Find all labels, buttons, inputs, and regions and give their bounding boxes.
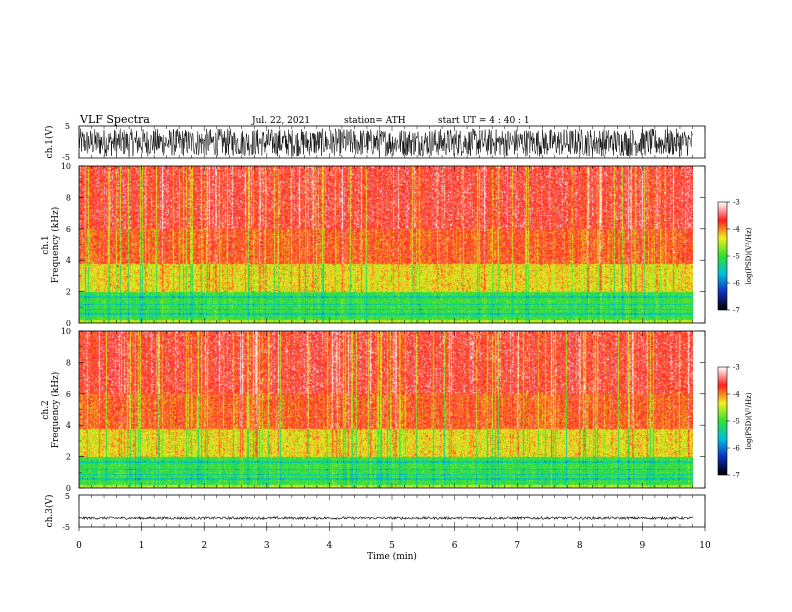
time-axis-tick-label: 3	[264, 541, 270, 551]
ch2-spec-ytick-label: 2	[66, 453, 71, 462]
ch1-spec-ytick-label: 0	[66, 319, 71, 328]
time-axis-tick-label: 4	[327, 541, 333, 551]
ch1-colorbar-tick-label: -7	[733, 307, 740, 315]
ch2-colorbar-tick-label: -4	[733, 391, 740, 399]
ch1-colorbar-tick-label: -5	[733, 253, 740, 261]
ch1-spec-ytick-label: 2	[66, 288, 71, 297]
ch2-colorbar-tick-label: -7	[733, 472, 740, 480]
figure-title: VLF Spectra	[79, 113, 150, 126]
ch1-spectrogram-panel: 0 2 4 6 8 10 ch.1Frequency (kHz)	[41, 162, 706, 328]
ch1-colorbar-gradient	[718, 202, 727, 310]
station-label: station= ATH	[344, 116, 406, 126]
ch1-wave-ytick-top: 5	[65, 122, 70, 131]
ylabel-line: ch.2	[41, 400, 51, 419]
ch2-colorbar-gradient	[718, 367, 727, 475]
ch1-waveform-panel: 5 -5 ch.1(V)	[44, 122, 706, 162]
time-axis: 0 1 2 3 4 5 6 7 8 9 10	[76, 527, 711, 551]
ch2-spec-ytick-label: 6	[66, 390, 71, 399]
ylabel-line: ch.1	[41, 235, 51, 254]
ch2-spectrogram-heatmap	[79, 331, 693, 488]
ch1-colorbar-tick-label: -3	[733, 199, 740, 207]
time-axis-tick-label: 9	[640, 541, 646, 551]
time-axis-tick-label: 0	[76, 541, 82, 551]
ch1-colorbar: -3 -4 -5 -6 -7 log(PSD)(V²/Hz)	[717, 199, 753, 315]
ch1-spectrogram-heatmap	[79, 166, 693, 323]
ch2-spectrogram-yticks: 0 2 4 6 8 10	[61, 327, 705, 493]
ylabel-line: Frequency (kHz)	[50, 372, 61, 449]
ch1-spectrogram-yticks: 0 2 4 6 8 10	[61, 162, 705, 328]
ch2-spec-ytick-label: 4	[66, 421, 71, 430]
ch2-colorbar-tick-label: -5	[733, 418, 740, 426]
ch2-colorbar: -3 -4 -5 -6 -7 log(PSD)(V²/Hz)	[717, 364, 753, 480]
time-axis-tick-label: 7	[514, 541, 520, 551]
time-axis-tick-label: 10	[699, 541, 711, 551]
ch1-colorbar-tick-label: -4	[733, 226, 740, 234]
ch1-colorbar-tick-label: -6	[733, 280, 740, 288]
ch1-spec-ylabel-line1: ch.1Frequency (kHz)	[41, 207, 61, 284]
time-axis-tick-label: 2	[201, 541, 207, 551]
ch1-colorbar-ticks: -3 -4 -5 -6 -7	[727, 199, 740, 315]
ch1-waveform-line	[78, 127, 694, 157]
start-ut-label: start UT = 4 : 40 : 1	[438, 116, 530, 126]
ch3-wave-ytick-top: 5	[65, 492, 70, 501]
ch2-spec-ylabel: ch.2Frequency (kHz)	[41, 372, 61, 449]
time-axis-tick-label: 8	[577, 541, 583, 551]
time-axis-tick-label: 1	[139, 541, 145, 551]
ch2-spectrogram-panel: 0 2 4 6 8 10 ch.2Frequency (kHz)	[41, 327, 706, 493]
ch1-spec-ytick-label: 10	[61, 162, 71, 171]
ch2-colorbar-tick-label: -3	[733, 364, 740, 372]
ch3-waveform-panel: 5 -5 ch.3(V)	[44, 492, 706, 532]
ch1-spec-ytick-label: 6	[66, 225, 71, 234]
ch1-wave-ytick-bottom: -5	[62, 153, 70, 162]
ch2-spec-ytick-label: 0	[66, 484, 71, 493]
ch2-colorbar-ticks: -3 -4 -5 -6 -7	[727, 364, 740, 480]
ch2-colorbar-tick-label: -6	[733, 445, 740, 453]
ch2-spec-ytick-label: 8	[66, 358, 71, 367]
ch3-waveform-line	[78, 515, 694, 521]
ylabel-line: Frequency (kHz)	[50, 207, 61, 284]
time-axis-label: Time (min)	[367, 551, 417, 562]
date-label: Jul. 22, 2021	[251, 116, 310, 126]
ch2-colorbar-label: log(PSD)(V²/Hz)	[745, 392, 753, 449]
ch1-wave-ylabel: ch.1(V)	[44, 126, 55, 159]
ch1-spec-ytick-label: 8	[66, 193, 71, 202]
ch1-spec-ytick-label: 4	[66, 256, 71, 265]
ch1-colorbar-label: log(PSD)(V²/Hz)	[745, 227, 753, 284]
time-axis-tick-label: 6	[452, 541, 458, 551]
ch3-wave-ytick-bottom: -5	[62, 523, 70, 532]
time-axis-tick-label: 5	[389, 541, 395, 551]
ch2-spec-ytick-label: 10	[61, 327, 71, 336]
panel-frame-ticks	[78, 126, 706, 527]
ch3-wave-ylabel: ch.3(V)	[44, 495, 55, 528]
